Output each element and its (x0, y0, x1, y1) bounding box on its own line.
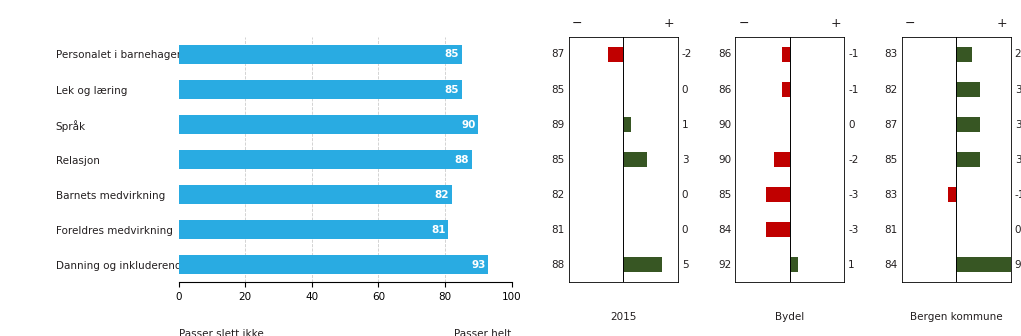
Text: 3: 3 (1015, 85, 1021, 94)
Text: 81: 81 (884, 225, 897, 235)
Text: 85: 85 (551, 85, 565, 94)
Bar (179, 255, 488, 275)
Text: 3: 3 (1015, 120, 1021, 130)
Text: 84: 84 (884, 260, 897, 270)
Bar (179, 45, 461, 64)
Bar (957, 152, 979, 167)
Text: 9: 9 (1015, 260, 1021, 270)
Text: 90: 90 (461, 120, 476, 130)
Text: 81: 81 (551, 225, 565, 235)
Text: 2015: 2015 (611, 312, 636, 322)
Text: −: − (572, 16, 583, 30)
Bar (957, 117, 979, 132)
Text: 88: 88 (551, 260, 565, 270)
Bar (179, 150, 472, 169)
Bar (624, 152, 646, 167)
Text: 82: 82 (551, 190, 565, 200)
Text: −: − (738, 16, 749, 30)
Text: 0: 0 (848, 120, 855, 130)
Text: 5: 5 (682, 260, 688, 270)
Bar (767, 222, 790, 237)
Text: -1: -1 (1015, 190, 1021, 200)
Text: 81: 81 (431, 225, 445, 235)
Text: +: + (830, 16, 841, 30)
Text: −: − (905, 16, 916, 30)
Text: 85: 85 (444, 85, 458, 94)
Text: 85: 85 (718, 190, 731, 200)
Bar (782, 82, 790, 97)
Text: -2: -2 (682, 49, 692, 59)
Bar (774, 152, 790, 167)
Text: 82: 82 (435, 190, 449, 200)
Bar (624, 257, 663, 272)
Text: 86: 86 (718, 49, 731, 59)
Text: Bydel: Bydel (775, 312, 805, 322)
Text: 3: 3 (682, 155, 688, 165)
Text: 3: 3 (1015, 155, 1021, 165)
Bar (607, 47, 624, 62)
Text: 1: 1 (682, 120, 688, 130)
Bar (179, 80, 461, 99)
Text: 88: 88 (454, 155, 469, 165)
Text: +: + (996, 16, 1008, 30)
Text: 0: 0 (682, 85, 688, 94)
Text: 1: 1 (848, 260, 855, 270)
Text: 90: 90 (718, 155, 731, 165)
Text: 87: 87 (551, 49, 565, 59)
Text: +: + (664, 16, 675, 30)
Text: 83: 83 (884, 49, 897, 59)
Text: -3: -3 (848, 190, 859, 200)
Text: 0: 0 (1015, 225, 1021, 235)
Text: 83: 83 (884, 190, 897, 200)
Text: Passer slett ikke: Passer slett ikke (179, 329, 263, 336)
Bar (782, 47, 790, 62)
Bar (179, 115, 478, 134)
Text: -1: -1 (848, 49, 859, 59)
Text: 85: 85 (551, 155, 565, 165)
Bar (957, 47, 972, 62)
Text: 93: 93 (471, 260, 486, 270)
Text: 84: 84 (718, 225, 731, 235)
Text: 82: 82 (884, 85, 897, 94)
Bar (624, 117, 631, 132)
Text: Bergen kommune: Bergen kommune (910, 312, 1003, 322)
Text: 86: 86 (718, 85, 731, 94)
Text: 0: 0 (682, 225, 688, 235)
Bar (957, 257, 1021, 272)
Text: 2: 2 (1015, 49, 1021, 59)
Bar (179, 220, 448, 239)
Bar (767, 187, 790, 202)
Text: Passer helt: Passer helt (454, 329, 512, 336)
Text: 87: 87 (884, 120, 897, 130)
Text: 0: 0 (682, 190, 688, 200)
Bar (949, 187, 957, 202)
Text: 85: 85 (884, 155, 897, 165)
Text: 92: 92 (718, 260, 731, 270)
Text: -1: -1 (848, 85, 859, 94)
Text: -3: -3 (848, 225, 859, 235)
Text: -2: -2 (848, 155, 859, 165)
Text: 90: 90 (718, 120, 731, 130)
Text: 89: 89 (551, 120, 565, 130)
Bar (179, 185, 451, 204)
Bar (790, 257, 797, 272)
Text: 85: 85 (444, 49, 458, 59)
Bar (957, 82, 979, 97)
